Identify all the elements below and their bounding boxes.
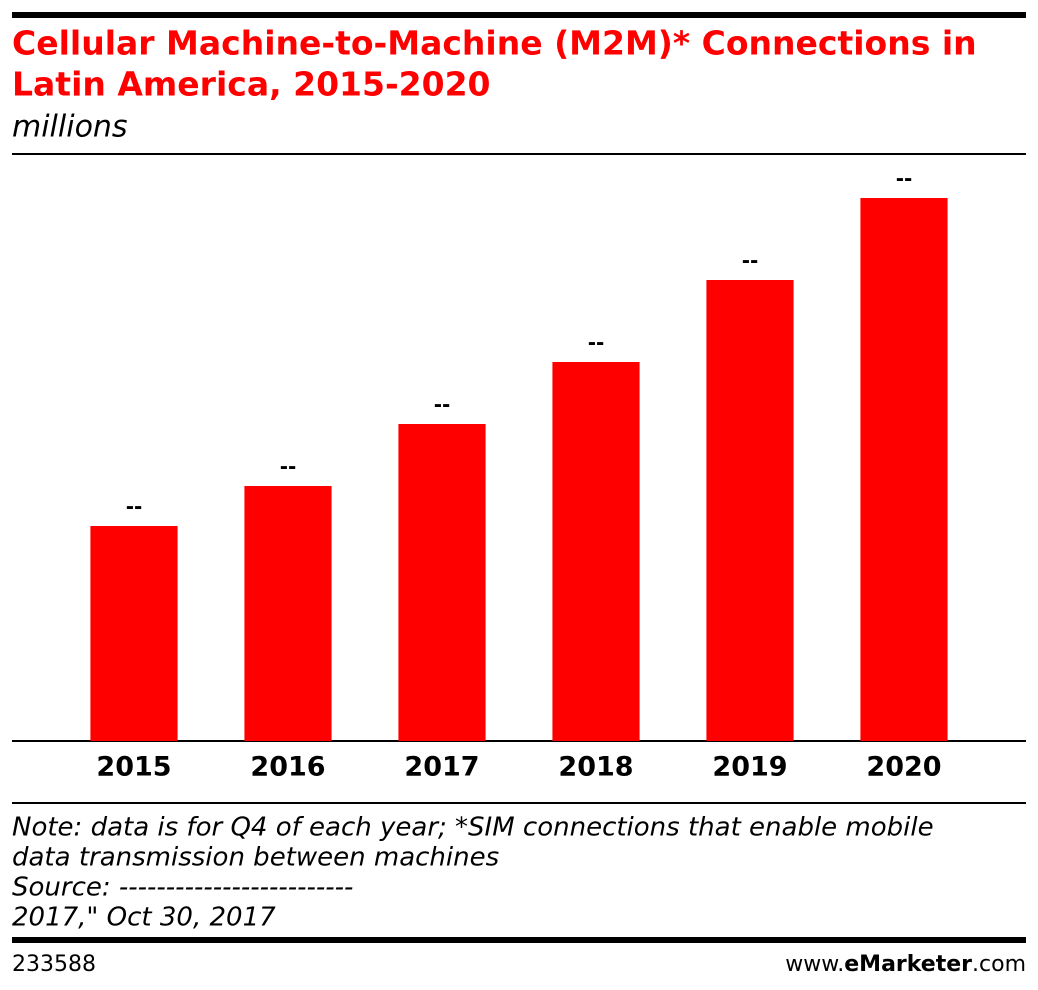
bar [244,486,332,741]
baseline [12,740,1026,742]
bar [398,424,486,741]
note: Source: ------------------------- [12,873,353,903]
brand: www.eMarketer.com [785,952,1026,977]
chart-title: Latin America, 2015-2020 [12,65,491,104]
value-label: -- [434,393,451,417]
x-tick-label: 2020 [866,752,941,783]
x-tick-label: 2018 [558,752,633,783]
bottom-rule [12,937,1026,943]
value-label: -- [896,167,913,191]
note: Note: data is for Q4 of each year; *SIM … [12,813,934,843]
chart-title: Cellular Machine-to-Machine (M2M)* Conne… [12,24,977,63]
brand-name: eMarketer [844,952,972,977]
chart-subtitle: millions [12,110,128,145]
chart-id: 233588 [12,952,96,977]
note: 2017," Oct 30, 2017 [12,903,276,933]
value-label: -- [742,249,759,273]
x-tick-label: 2016 [250,752,325,783]
value-label: -- [126,495,143,519]
brand-prefix: www. [785,952,844,977]
bar [552,362,640,741]
x-tick-label: 2015 [96,752,171,783]
rule [12,802,1026,804]
value-label: -- [588,331,605,355]
brand-suffix: .com [972,952,1026,977]
rule [12,153,1026,155]
top-rule [12,12,1026,18]
value-label: -- [280,455,297,479]
x-tick-label: 2017 [404,752,479,783]
note: data transmission between machines [12,843,499,873]
bar [706,280,794,741]
bar [90,526,178,741]
x-tick-label: 2019 [712,752,787,783]
bar [860,198,948,741]
